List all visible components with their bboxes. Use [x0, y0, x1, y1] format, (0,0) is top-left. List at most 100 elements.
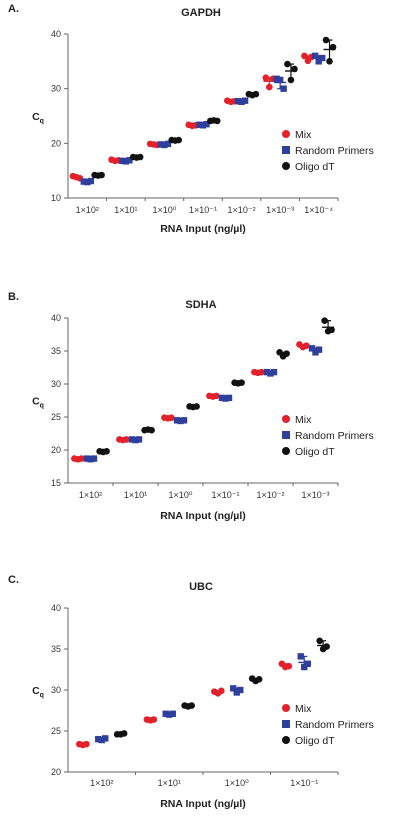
x-tick-label: 1×10¹: [114, 205, 137, 215]
data-point-random-primers: [233, 689, 240, 696]
data-point-random-primers: [177, 417, 184, 425]
data-point-oligo-dt: [238, 379, 245, 386]
data-point-random-primers: [267, 370, 274, 377]
data-point-oligo-dt: [193, 403, 200, 410]
data-point-mix: [150, 716, 158, 723]
legend-label: Oligo dT: [295, 161, 335, 173]
x-axis-title: RNA Input (ng/µl): [160, 798, 246, 810]
legend-label: Mix: [295, 414, 312, 426]
data-point-mix: [262, 74, 270, 82]
data-point-oligo-dt: [283, 350, 290, 357]
x-tick-label: 1×10⁻³: [301, 490, 329, 500]
data-point-oligo-dt: [328, 326, 335, 334]
x-tick-label: 1×10²: [79, 490, 102, 500]
data-point-oligo-dt: [323, 643, 330, 650]
y-axis-title: Cq: [32, 396, 44, 410]
data-point-mix: [78, 455, 85, 462]
data-point-random-primers: [297, 653, 304, 660]
legend-marker-oligo-dt: [282, 447, 290, 455]
data-point-oligo-dt: [316, 637, 323, 645]
data-point-random-primers: [87, 177, 94, 185]
legend-label: Mix: [295, 703, 312, 715]
data-point-random-primers: [169, 710, 176, 717]
y-tick-label: 40: [51, 313, 61, 323]
x-tick-label: 1×10²: [90, 778, 113, 788]
legend-label: Random Primers: [295, 430, 374, 442]
panel-label: A.: [8, 3, 19, 15]
data-point-mix: [168, 414, 175, 421]
x-tick-label: 1×10⁻⁴: [304, 205, 333, 215]
data-point-random-primers: [225, 394, 233, 402]
y-axis-title-main: C: [32, 685, 40, 697]
y-axis-title-sub: q: [40, 692, 44, 699]
data-point-random-primers: [98, 736, 105, 744]
x-tick-label: 1×10⁻¹: [211, 490, 239, 500]
data-point-random-primers: [80, 178, 87, 185]
y-tick-label: 10: [51, 193, 61, 203]
y-tick-label: 30: [51, 379, 61, 389]
chart-panel-gapdh: A. GAPDH 10 20 30 40 Cq 1×10² 1×10¹ 1×10⁰ 1×10⁻¹ 1×…: [8, 3, 374, 235]
legend-marker-mix: [282, 704, 290, 712]
data-point-random-primers: [315, 346, 323, 353]
data-point-random-primers: [166, 711, 173, 718]
data-point-mix: [285, 662, 293, 670]
y-axis-title-sub: q: [40, 118, 44, 125]
y-axis-title: Cq: [32, 685, 44, 699]
data-point-random-primers: [263, 368, 271, 376]
data-point-random-primers: [128, 436, 136, 443]
chart-panel-ubc: C. UBC 20 25 30 35 40 Cq 1×10² 1×10¹ 1×10⁰ 1×10⁻¹ RN…: [8, 574, 374, 810]
data-point-random-primers: [315, 58, 322, 65]
legend-marker-random-primers: [282, 720, 290, 728]
data-point-oligo-dt: [322, 36, 330, 44]
data-point-oligo-dt: [255, 676, 263, 683]
data-point-random-primers: [119, 157, 126, 165]
y-tick-label: 30: [51, 84, 61, 94]
data-point-random-primers: [230, 685, 237, 692]
data-point-random-primers: [196, 121, 203, 128]
data-point-oligo-dt: [252, 90, 260, 98]
y-tick-label: 25: [51, 412, 61, 422]
legend-marker-oligo-dt: [282, 736, 290, 744]
x-tick-label: 1×10¹: [158, 778, 181, 788]
x-tick-label: 1×10⁻²: [256, 490, 284, 500]
data-point-random-primers: [132, 436, 139, 444]
y-axis-title-main: C: [32, 111, 40, 123]
data-point-random-primers: [102, 735, 109, 742]
data-point-mix: [213, 392, 220, 400]
y-axis-title-main: C: [32, 396, 40, 408]
data-point-oligo-dt: [148, 426, 155, 434]
data-point-oligo-dt: [287, 76, 295, 84]
data-point-random-primers: [199, 122, 207, 129]
data-point-oligo-dt: [120, 730, 128, 737]
data-point-random-primers: [203, 121, 210, 128]
data-point-random-primers: [83, 455, 91, 462]
data-point-random-primers: [161, 141, 168, 149]
x-tick-label: 1×10⁰: [169, 490, 193, 500]
data-point-oligo-dt: [284, 60, 291, 68]
data-point-oligo-dt: [326, 58, 333, 65]
x-tick-label: 1×10⁰: [152, 205, 176, 215]
data-point-random-primers: [273, 75, 280, 83]
data-point-mix: [218, 687, 225, 695]
chart-title: UBC: [189, 581, 213, 593]
data-point-mix: [303, 342, 310, 350]
data-point-mix: [83, 740, 90, 748]
data-point-random-primers: [126, 157, 133, 164]
x-axis-title: RNA Input (ng/µl): [160, 223, 246, 235]
data-point-random-primers: [304, 660, 311, 667]
data-point-oligo-dt: [291, 65, 298, 73]
data-point-random-primers: [180, 417, 188, 424]
data-point-random-primers: [218, 394, 226, 402]
data-point-oligo-dt: [321, 317, 328, 324]
x-axis-title: RNA Input (ng/µl): [160, 510, 246, 522]
data-point-oligo-dt: [188, 702, 195, 709]
data-point-random-primers: [237, 686, 244, 694]
x-tick-label: 1×10⁰: [225, 778, 249, 788]
data-point-random-primers: [319, 54, 326, 62]
data-point-random-primers: [312, 349, 319, 356]
chart-title: GAPDH: [181, 7, 221, 19]
data-point-mix: [266, 83, 273, 91]
data-point-random-primers: [312, 52, 319, 60]
x-tick-label: 1×10⁻³: [266, 205, 294, 215]
